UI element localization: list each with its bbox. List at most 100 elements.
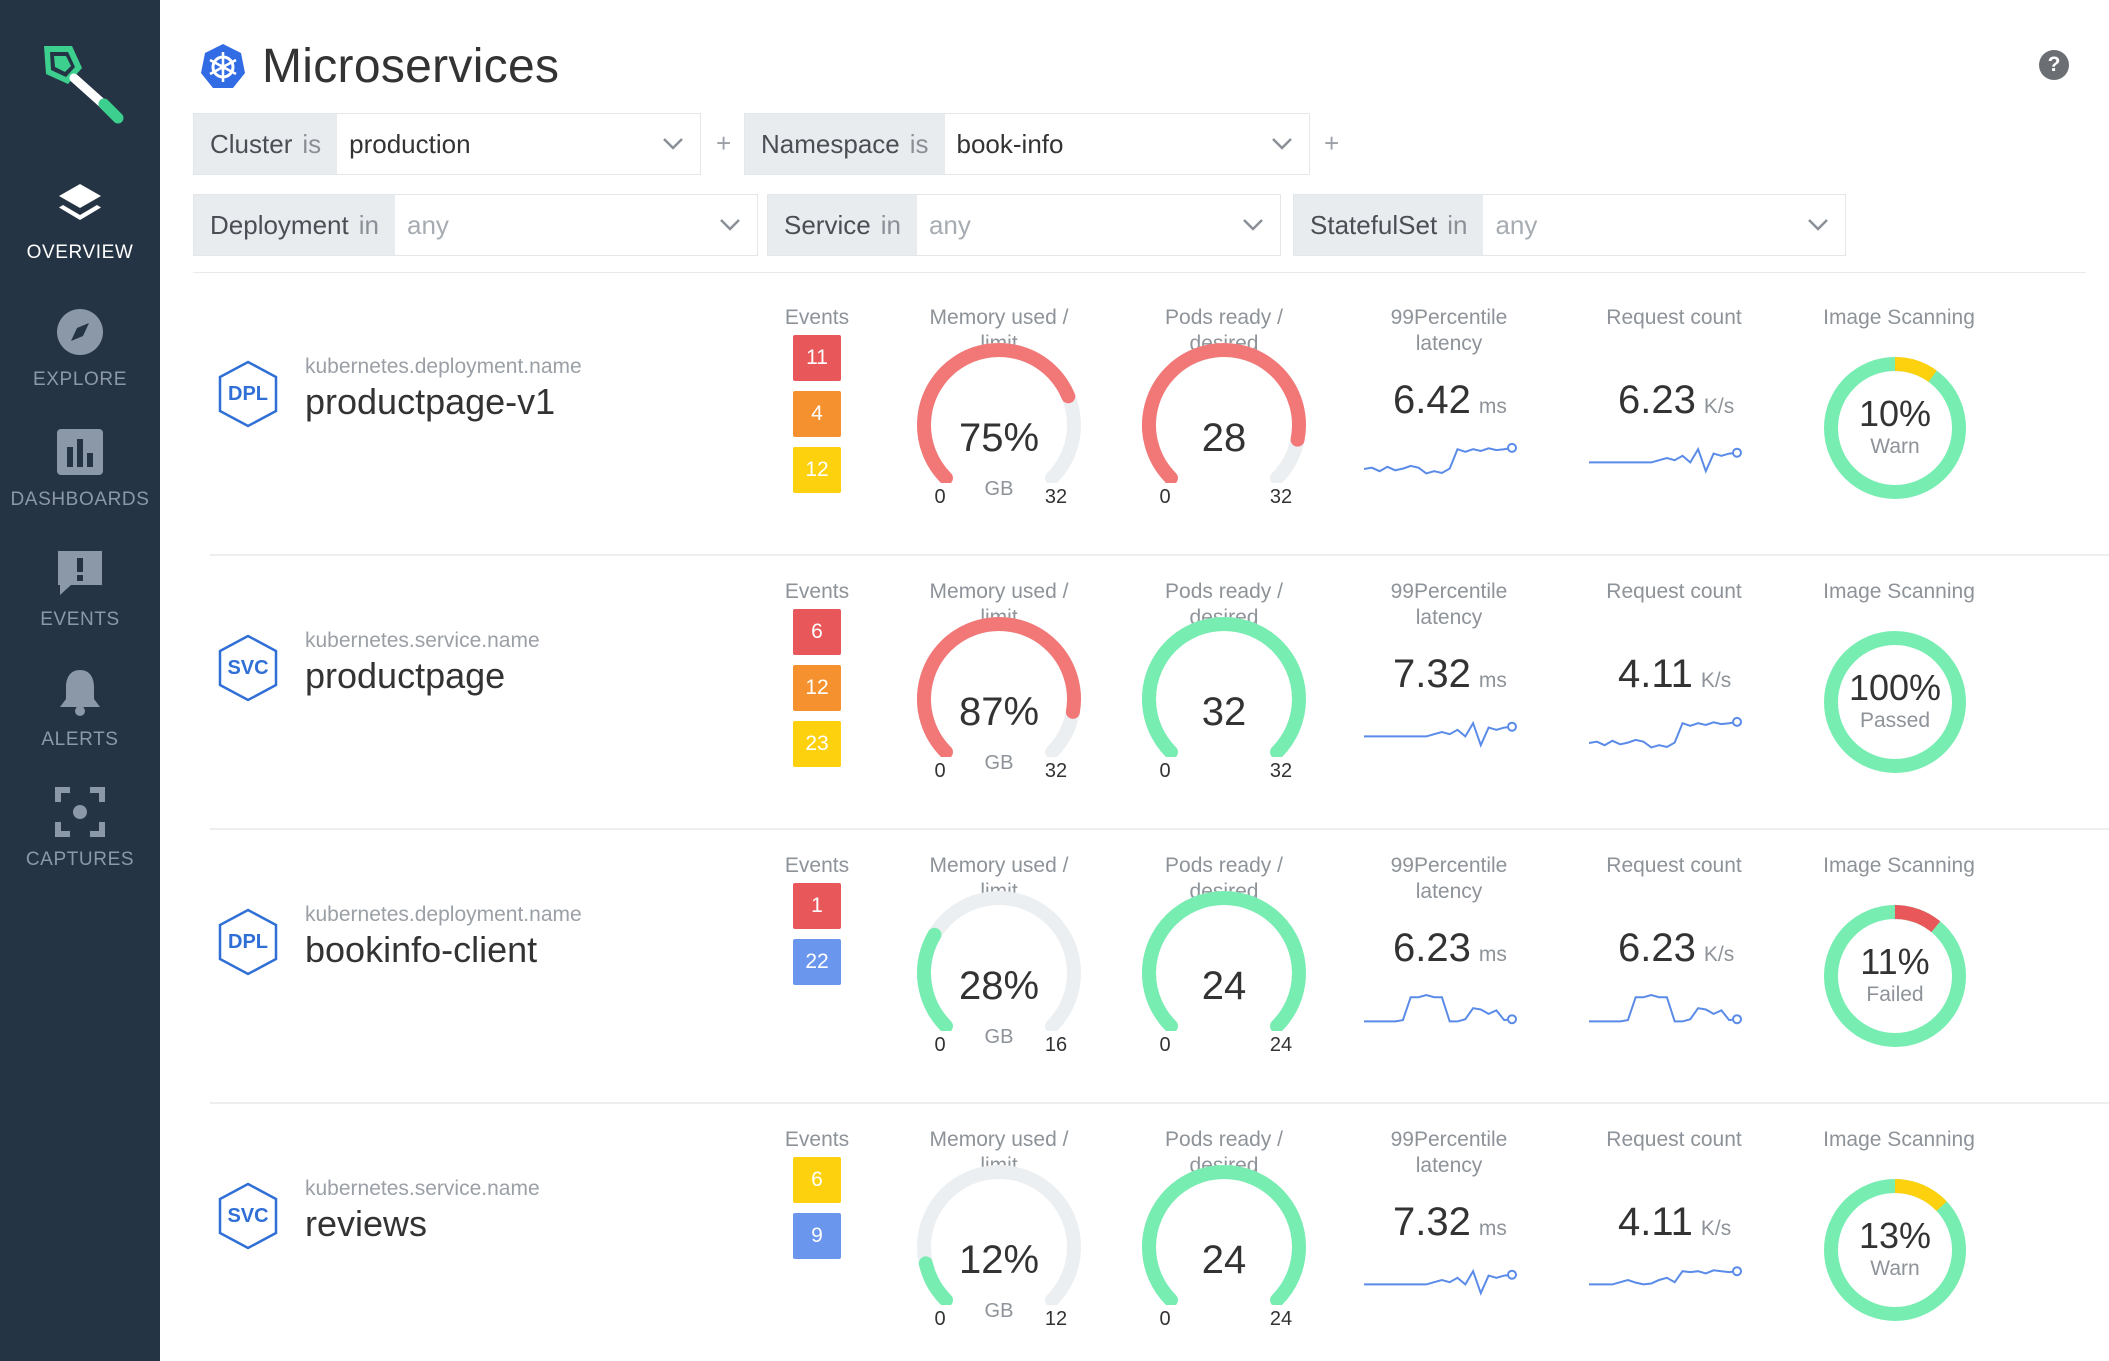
cluster-select[interactable]: production <box>337 114 700 174</box>
image-scan-status: Warn <box>1870 435 1920 458</box>
service-row[interactable]: SVC kubernetes.service.name productpage Eve… <box>0 557 2109 829</box>
gauge-max-label: 32 <box>1044 486 1068 508</box>
pods-gauge-value: 32 <box>1201 690 1247 734</box>
event-count-badge[interactable]: 12 <box>793 447 841 493</box>
pods-gauge <box>1142 1165 1306 1305</box>
service-select[interactable]: any <box>917 195 1280 255</box>
requests-column-title: Request count <box>1606 1128 1742 1151</box>
service-name-link[interactable]: reviews <box>305 1203 428 1244</box>
event-count-badge[interactable]: 1 <box>793 883 841 929</box>
request-count-sparkline <box>1589 1266 1742 1286</box>
memory-gauge <box>917 1165 1081 1305</box>
filter-namespace: Namespace is book-info <box>744 113 1310 175</box>
row-divider <box>210 828 2109 830</box>
events-column-title: Events <box>784 1128 850 1151</box>
service-name-link[interactable]: bookinfo-client <box>305 929 538 970</box>
statefulset-select[interactable]: any <box>1483 195 1845 255</box>
event-badges: 1 22 <box>793 883 841 995</box>
event-count-badge[interactable]: 9 <box>793 1213 841 1259</box>
filter-key-label: Namespace <box>761 128 900 159</box>
filter-value: book-info <box>956 128 1064 159</box>
service-row[interactable]: SVC kubernetes.service.name reviews Events M… <box>0 1105 2109 1361</box>
latency-sparkline <box>1364 1268 1517 1296</box>
column-title-line: 99Percentile <box>1390 854 1508 877</box>
gauge-unit-label: GB <box>984 478 1014 500</box>
scan-ring-segment <box>1824 905 1966 1047</box>
entity-type-label: kubernetes.service.name <box>305 629 540 652</box>
filter-operator: in <box>358 209 379 240</box>
scanning-column-title: Image Scanning <box>1823 580 1975 603</box>
gauge-max-label: 24 <box>1269 1034 1293 1056</box>
scanning-column-title: Image Scanning <box>1823 854 1975 877</box>
event-count-badge[interactable]: 4 <box>793 391 841 437</box>
namespace-select[interactable]: book-info <box>945 114 1309 174</box>
latency-column-title: 99Percentile latency <box>1364 853 1534 905</box>
column-title-line: Pods ready / <box>1165 306 1283 329</box>
gauge-min-label: 0 <box>1159 760 1171 782</box>
event-count-badge[interactable]: 6 <box>793 609 841 655</box>
image-scan-percent: 11% <box>1860 941 1930 982</box>
gauge-unit-label: GB <box>984 1300 1014 1322</box>
sparkline-path <box>1589 1269 1738 1286</box>
request-count-unit: K/s <box>1700 669 1732 692</box>
service-name-link[interactable]: productpage <box>305 655 506 696</box>
sidebar-item-alerts[interactable]: ALERTS <box>0 667 160 777</box>
image-scan-ring <box>1824 1179 1966 1321</box>
add-filter-button[interactable]: + <box>716 128 732 158</box>
gauge-fill <box>917 343 1076 483</box>
sidebar-item-captures[interactable]: CAPTURES <box>0 787 160 897</box>
sidebar-item-events[interactable]: EVENTS <box>0 547 160 657</box>
service-row[interactable]: DPL kubernetes.deployment.name productpage… <box>0 283 2109 555</box>
add-filter-button[interactable]: + <box>1324 128 1340 158</box>
filter-value: any <box>928 209 971 240</box>
deployment-select[interactable]: any <box>395 195 757 255</box>
kubernetes-icon <box>201 44 245 88</box>
request-count-number: 4.11 <box>1618 1200 1693 1244</box>
scan-ring-segment <box>1824 357 1966 499</box>
gauge-fill <box>918 1256 953 1305</box>
image-scan-status: Passed <box>1859 709 1931 732</box>
image-scan-percent: 100% <box>1848 667 1942 708</box>
request-count-sparkline <box>1589 446 1742 474</box>
event-count-badge[interactable]: 23 <box>793 721 841 767</box>
event-count-badge[interactable]: 12 <box>793 665 841 711</box>
filter-operator: is <box>302 128 322 159</box>
hexagon-icon <box>218 908 278 976</box>
service-row[interactable]: DPL kubernetes.deployment.name bookinfo-cl… <box>0 831 2109 1103</box>
event-count-badge[interactable]: 6 <box>793 1157 841 1203</box>
request-count-value: 6.23 K/s <box>1618 926 1734 971</box>
filter-key-label: StatefulSet <box>1310 209 1438 240</box>
latency-unit: ms <box>1478 1217 1507 1240</box>
image-scan-ring <box>1824 631 1966 773</box>
request-count-unit: K/s <box>1700 1217 1732 1240</box>
entity-type-label: kubernetes.service.name <box>305 1177 540 1200</box>
gauge-track <box>917 1165 1081 1305</box>
column-title-line: 99Percentile <box>1390 580 1508 603</box>
sidebar-item-overview[interactable]: OVERVIEW <box>0 180 160 290</box>
sparkline-path <box>1364 1268 1513 1296</box>
sidebar-item-dashboards[interactable]: DASHBOARDS <box>0 427 160 537</box>
gauge-min-label: 0 <box>934 1308 946 1330</box>
event-count-badge[interactable]: 11 <box>793 335 841 381</box>
gauge-min-label: 0 <box>1159 1034 1171 1056</box>
column-title-line: latency <box>1415 332 1483 355</box>
event-count-badge[interactable]: 22 <box>793 939 841 985</box>
sidebar-item-explore[interactable]: EXPLORE <box>0 307 160 417</box>
filter-statefulset: StatefulSet in any <box>1293 194 1846 256</box>
sparkline-end-marker <box>1732 447 1742 458</box>
filter-key: StatefulSet in <box>1294 195 1484 255</box>
filter-key-label: Deployment <box>210 209 349 240</box>
message-alert-icon <box>58 551 102 595</box>
column-title-line: Memory used / <box>929 306 1069 329</box>
help-icon[interactable]: ? <box>2039 50 2069 80</box>
requests-column-title: Request count <box>1606 854 1742 877</box>
sparkline-path <box>1364 720 1513 748</box>
sparkline-path <box>1364 993 1513 1023</box>
sysdig-shovel-logo[interactable] <box>38 38 124 124</box>
column-title-line: Memory used / <box>929 1128 1069 1151</box>
column-title-line: latency <box>1415 1154 1483 1177</box>
service-name-link[interactable]: productpage-v1 <box>305 381 556 422</box>
event-badges: 6 12 23 <box>793 609 841 777</box>
latency-unit: ms <box>1478 669 1507 692</box>
